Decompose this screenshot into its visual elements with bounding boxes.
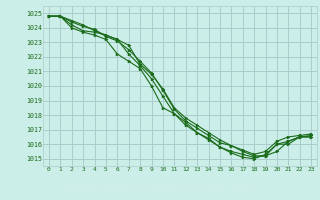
Text: Graphe pression niveau de la mer (hPa): Graphe pression niveau de la mer (hPa) <box>65 186 255 194</box>
